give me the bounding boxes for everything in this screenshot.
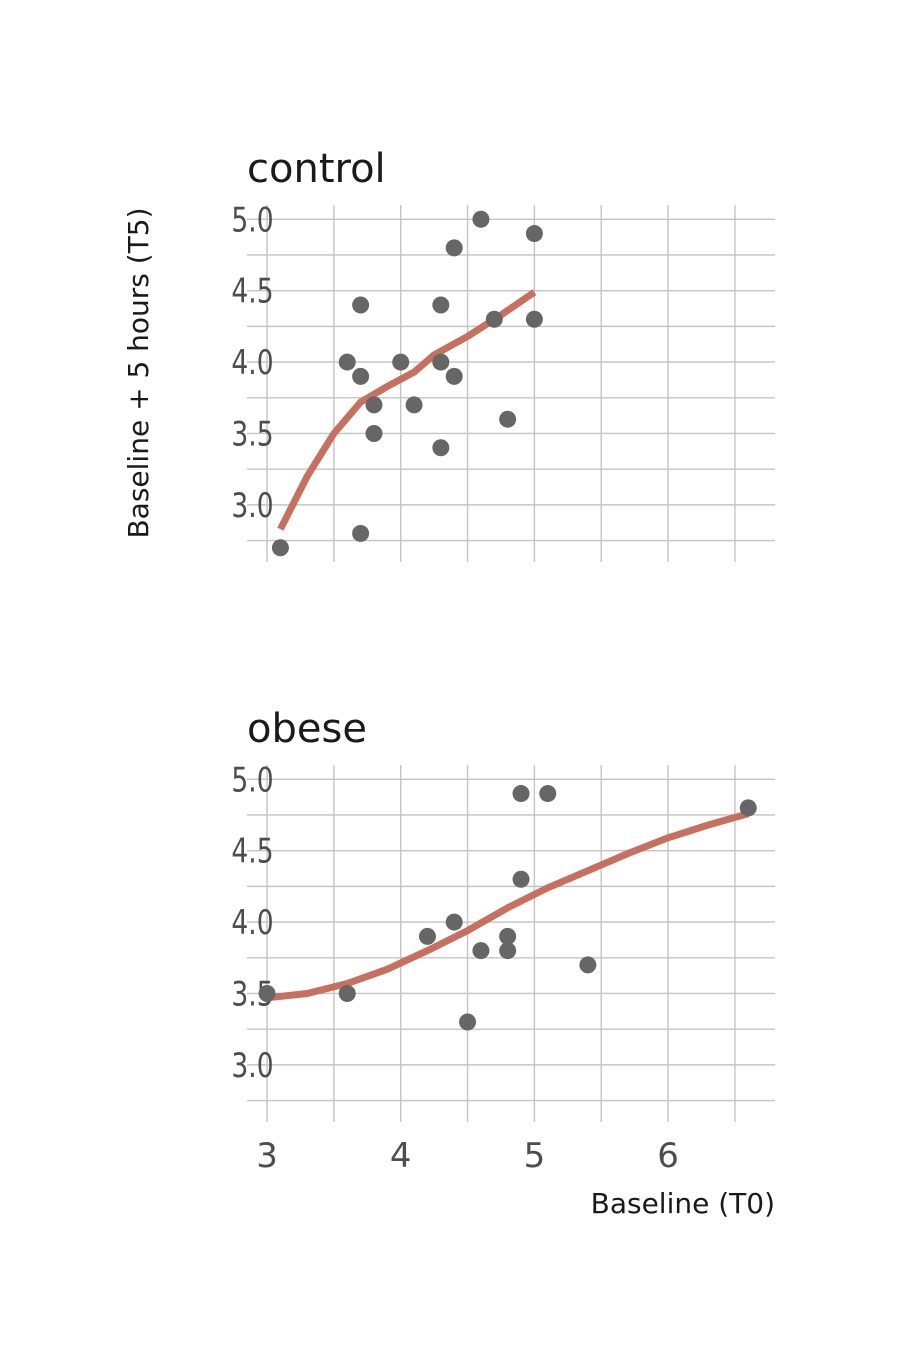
smooth-line bbox=[266, 810, 750, 1002]
data-point bbox=[459, 1013, 477, 1031]
data-point bbox=[525, 310, 543, 328]
data-point bbox=[352, 296, 370, 314]
data-point bbox=[525, 225, 543, 243]
y-tick-label: 3.0 bbox=[231, 487, 273, 526]
data-point bbox=[352, 524, 370, 542]
grid-0 bbox=[247, 205, 775, 562]
data-point bbox=[485, 310, 503, 328]
data-point bbox=[512, 870, 530, 888]
data-point bbox=[432, 439, 450, 457]
y-tick-label: 5.0 bbox=[231, 761, 273, 800]
smooth-line bbox=[277, 289, 537, 531]
data-point bbox=[445, 367, 463, 385]
y-axis-label: Baseline + 5 hours (T5) bbox=[122, 207, 155, 538]
data-point bbox=[338, 984, 356, 1002]
x-tick-label: 3 bbox=[256, 1136, 278, 1176]
panel-control: control 3.0 3.5 4.0 4.5 5.0 bbox=[231, 146, 775, 562]
x-tick-label: 6 bbox=[657, 1136, 679, 1176]
data-point bbox=[365, 424, 383, 442]
data-point bbox=[499, 927, 517, 945]
data-point bbox=[499, 942, 517, 960]
data-point bbox=[445, 913, 463, 931]
panel-title-control: control bbox=[247, 146, 386, 192]
data-point bbox=[271, 539, 289, 557]
panel-obese: obese 3.03.54.04.55.03 4 5 6 bbox=[231, 706, 775, 1176]
y-tick-label: 3.5 bbox=[231, 415, 273, 454]
data-point bbox=[445, 239, 463, 257]
x-tick-label: 4 bbox=[390, 1136, 412, 1176]
data-point bbox=[392, 353, 410, 371]
data-point bbox=[579, 956, 597, 974]
data-point bbox=[365, 396, 383, 414]
data-point bbox=[418, 927, 436, 945]
y-tick-label: 4.5 bbox=[231, 833, 273, 872]
data-point bbox=[432, 353, 450, 371]
data-point bbox=[338, 353, 356, 371]
data-point bbox=[405, 396, 423, 414]
data-point bbox=[472, 942, 490, 960]
x-axis-label: Baseline (T0) bbox=[591, 1187, 775, 1220]
y-tick-label: 3.0 bbox=[231, 1047, 273, 1086]
data-point bbox=[512, 785, 530, 803]
data-point bbox=[352, 367, 370, 385]
y-tick-label: 4.5 bbox=[231, 273, 273, 312]
panel-title-obese: obese bbox=[247, 706, 367, 752]
y-tick-label: 4.0 bbox=[231, 344, 273, 383]
x-tick-label: 5 bbox=[524, 1136, 546, 1176]
data-point bbox=[499, 410, 517, 428]
data-point bbox=[258, 984, 276, 1002]
data-point bbox=[432, 296, 450, 314]
data-point bbox=[472, 210, 490, 228]
y-tick-label: 4.0 bbox=[231, 904, 273, 943]
data-point bbox=[739, 799, 757, 817]
data-point bbox=[539, 785, 557, 803]
y-tick-label: 5.0 bbox=[231, 201, 273, 240]
